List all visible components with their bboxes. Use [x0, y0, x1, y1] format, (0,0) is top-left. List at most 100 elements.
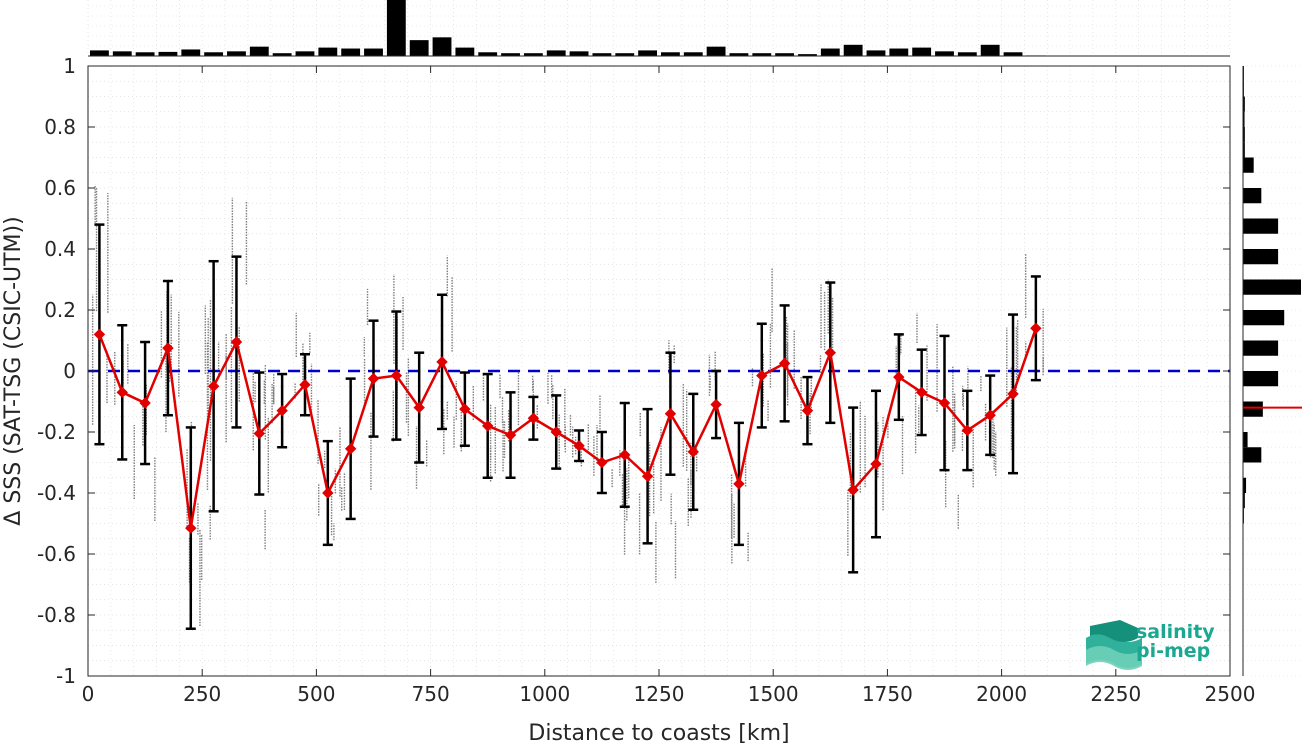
top-histogram [87, 0, 1231, 57]
mean-point [756, 369, 768, 382]
top-histogram-bar [706, 46, 726, 56]
mean-point [93, 328, 106, 341]
right-histogram-bar [1243, 432, 1248, 448]
top-histogram-bar [798, 54, 817, 56]
x-tick-label: 250 [183, 682, 221, 706]
right-histogram-bar [1243, 340, 1279, 356]
mean-point [253, 427, 266, 440]
top-histogram-bar [615, 53, 635, 56]
right-histogram-bar [1243, 142, 1245, 158]
mean-point [504, 429, 517, 441]
mean-point [961, 424, 974, 437]
top-histogram-bar [204, 52, 224, 56]
y-tick-label: -0.4 [37, 481, 76, 505]
mean-point [847, 484, 859, 496]
x-tick-label: 2250 [1090, 682, 1141, 706]
top-histogram-bar [249, 46, 269, 56]
x-axis-label: Distance to coasts [km] [528, 721, 789, 745]
y-tick-label: -0.6 [37, 542, 76, 566]
mean-point [276, 404, 288, 417]
top-histogram-bar [341, 48, 361, 56]
y-tick-label: 0.8 [44, 115, 76, 139]
mean-point [116, 386, 128, 399]
mean-point [641, 470, 654, 482]
right-histogram-bar [1243, 477, 1247, 493]
top-histogram-bar [1003, 52, 1023, 56]
top-histogram-bar [912, 47, 932, 56]
right-histogram-bar [1243, 493, 1245, 509]
main-plot: 0 250 500 750 1000 1250 1500 1750 2000 2250 2500 -… [37, 54, 1255, 706]
top-histogram-bar [957, 52, 977, 56]
mean-point [527, 412, 540, 424]
top-histogram-bar [455, 47, 475, 56]
mean-point [1030, 322, 1042, 335]
right-histogram [1242, 65, 1302, 677]
right-histogram-bar [1243, 371, 1279, 387]
mean-point [413, 401, 425, 414]
mean-point [367, 372, 380, 385]
mean-point [573, 440, 585, 452]
top-histogram-bar [752, 53, 772, 56]
mean-point [299, 379, 311, 391]
top-histogram-bar [523, 53, 543, 56]
x-axis-ticks: 0 250 500 750 1000 1250 1500 1750 2000 2250 2500 [82, 66, 1256, 706]
mean-point [1007, 388, 1019, 400]
top-histogram-bar [181, 49, 201, 56]
right-histogram-bar [1243, 310, 1285, 326]
top-histogram-bar [135, 52, 155, 56]
x-tick-label: 2500 [1205, 682, 1256, 706]
mean-point [162, 342, 174, 354]
top-histogram-bar [661, 52, 680, 56]
top-histogram-bar [386, 0, 406, 56]
mean-point [938, 397, 951, 409]
top-histogram-bar [889, 48, 909, 56]
x-tick-label: 1500 [748, 682, 799, 706]
top-histogram-bar [546, 50, 566, 56]
mean-point [733, 478, 745, 490]
right-histogram-bars [1243, 66, 1301, 524]
top-histogram-bar [843, 44, 863, 56]
top-histogram-bar [318, 47, 338, 56]
mean-point [436, 356, 448, 368]
mean-point [778, 357, 791, 370]
top-histogram-bar [272, 53, 292, 56]
mean-point [481, 420, 494, 432]
mean-point [344, 443, 357, 455]
top-histogram-bar [501, 53, 520, 56]
top-histogram-bar [569, 51, 589, 56]
mean-point [207, 380, 220, 392]
mean-point [139, 397, 151, 409]
top-histogram-bar [432, 37, 452, 56]
top-histogram-bar [158, 51, 178, 56]
mean-point [459, 403, 471, 415]
wave-icon [1086, 620, 1142, 670]
mean-point [984, 409, 996, 421]
right-histogram-bar [1243, 447, 1262, 463]
top-histogram-bar [935, 51, 954, 56]
logo-line1: salinity [1136, 621, 1215, 643]
right-histogram-bar [1243, 127, 1245, 143]
top-histogram-bar [90, 50, 109, 56]
right-histogram-bar [1243, 218, 1279, 234]
y-tick-label: 0 [63, 359, 76, 383]
top-histogram-bar [683, 52, 703, 56]
right-histogram-bar [1243, 111, 1245, 127]
mean-line [98, 327, 1038, 529]
mean-point [230, 336, 243, 348]
mean-point [596, 456, 608, 469]
y-tick-label: 1 [63, 54, 76, 78]
top-histogram-grid [87, 0, 1231, 56]
y-axis-ticks: -1 -0.8 -0.6 -0.4 -0.2 0 0.2 0.4 0.6 0.8 1 [37, 54, 1230, 688]
y-tick-label: 0.4 [44, 237, 76, 261]
top-histogram-bar [295, 51, 315, 56]
mean-point [710, 398, 722, 411]
y-tick-label: 0.2 [44, 298, 76, 322]
top-histogram-bar [409, 40, 429, 56]
salinity-pimep-logo: salinity pi-mep [1086, 620, 1215, 670]
mean-point [550, 426, 562, 438]
top-histogram-bar [364, 48, 383, 56]
x-tick-label: 2000 [976, 682, 1027, 706]
top-histogram-bar [775, 53, 795, 56]
top-histogram-bar [729, 53, 749, 56]
